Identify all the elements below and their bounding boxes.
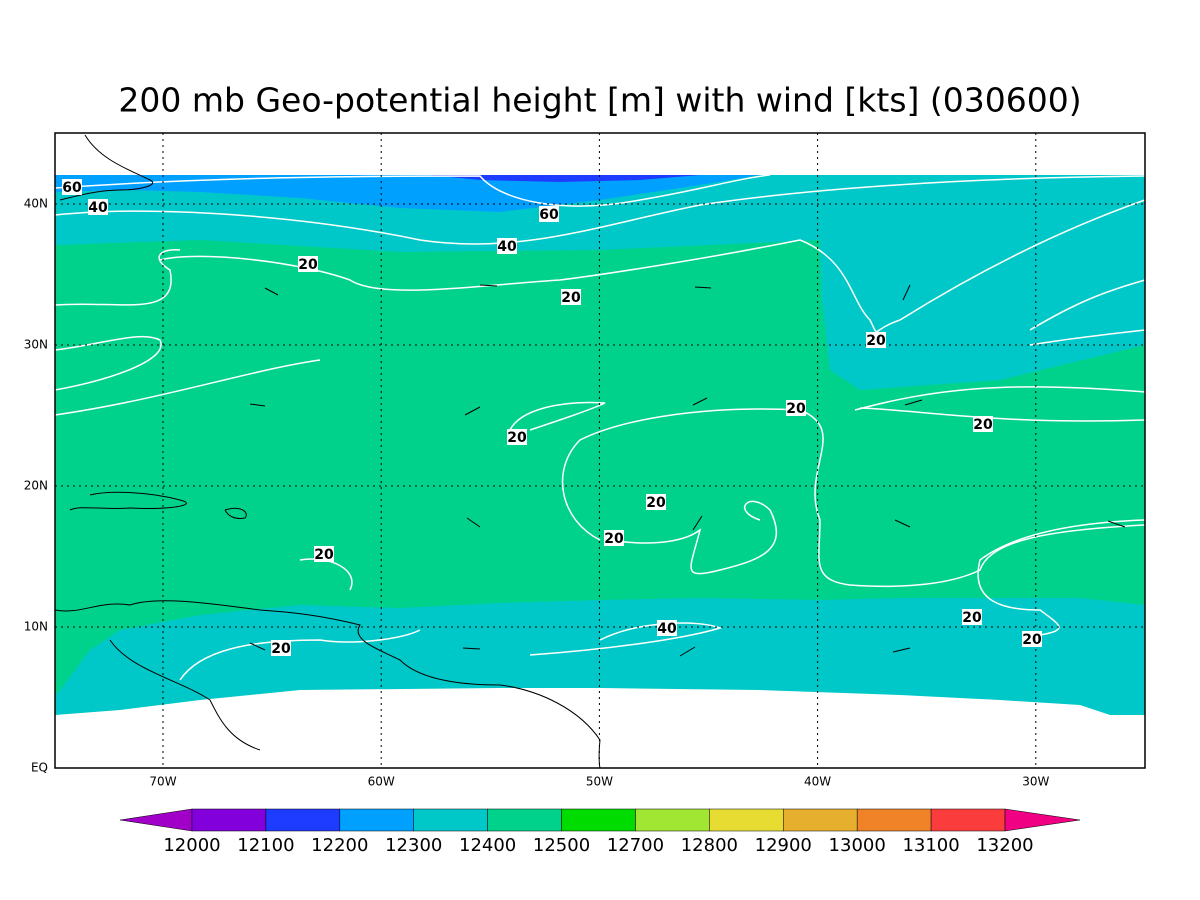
colorbar-label: 12200 [311,835,368,856]
colorbar-label: 12000 [163,835,220,856]
lat-label: 10N [24,620,48,634]
lon-label: 50W [586,775,613,789]
field [55,134,1145,768]
graticule [55,133,1145,768]
contour-label-bg [866,332,886,348]
colorbar-box [561,808,636,832]
contour-label-bg [539,206,559,222]
colorbar-box [709,808,784,832]
lat-label: 40N [24,197,48,211]
lon-label: 70W [149,775,176,789]
contour-label: 40 [657,621,677,637]
contour-label-bg [314,546,334,562]
colorbar-label: 13000 [829,835,886,856]
colorbar-box [783,808,858,832]
contour-label: 20 [786,401,806,417]
contour-label: 40 [497,239,517,255]
contour-label-bg [271,640,291,656]
colorbar-label: 12900 [755,835,812,856]
lat-label: 20N [24,479,48,493]
title: 200 mb Geo-potential height [m] with win… [118,81,1081,120]
lat-label: EQ [31,761,48,775]
lat-label: 30N [24,338,48,352]
colorbar-box [413,808,488,832]
lon-label: 60W [368,775,395,789]
colorbar-box [930,808,1006,832]
contour-label-bg [1022,631,1042,647]
colorbar-box [339,808,414,832]
colorbar-box [635,808,710,832]
contour-label-bg [507,429,527,445]
contour-label-bg [646,494,666,510]
colorbar-label: 13100 [902,835,959,856]
colorbar-label: 13200 [976,835,1033,856]
colorbar-arrow [1004,808,1081,832]
contours [55,174,1145,681]
contour-label-bg [298,256,318,272]
map-frame [54,132,1146,769]
contour-label: 20 [973,417,993,433]
colorbar-label: 12100 [237,835,294,856]
colorbar-label: 12700 [607,835,664,856]
lon-label: 30W [1022,775,1049,789]
contour-label: 60 [539,207,559,223]
contour-label: 20 [561,290,581,306]
colorbar-box [487,808,562,832]
wind-vectors [249,284,1126,657]
colorbar-label: 12800 [681,835,738,856]
contour-label-bg [786,400,806,416]
contour-label-bg [657,620,677,636]
contour-label-bg [973,416,993,432]
blue-region [55,175,760,212]
green-region [55,240,1145,695]
contour-label: 20 [866,333,886,349]
contour-label-bg [561,289,581,305]
contour-label-bg [497,238,517,254]
colorbar-box [191,808,267,832]
contour-label: 20 [271,641,291,657]
colorbar-arrow [119,808,193,832]
contour-label: 20 [507,430,527,446]
colorbar-box [856,808,932,832]
contour-label-bg [62,179,82,195]
contour-label-bg [962,609,982,625]
contour-label-bg [604,530,624,546]
contour-label: 20 [314,547,334,563]
contour-label: 20 [1022,632,1042,648]
contour-label: 20 [604,531,624,547]
darkblue-region [430,175,700,182]
contour-label-bg [88,199,108,215]
contour-label: 60 [62,180,82,196]
colorbar-label: 12400 [459,835,516,856]
lon-label: 40W [804,775,831,789]
contour-label: 20 [298,257,318,273]
colorbar-label: 12500 [533,835,590,856]
colorbar-label: 12300 [385,835,442,856]
contour-label: 40 [88,200,108,216]
colorbar-box [265,808,341,832]
contour-label: 20 [962,610,982,626]
contour-label: 20 [646,495,666,511]
coastlines [55,134,601,768]
